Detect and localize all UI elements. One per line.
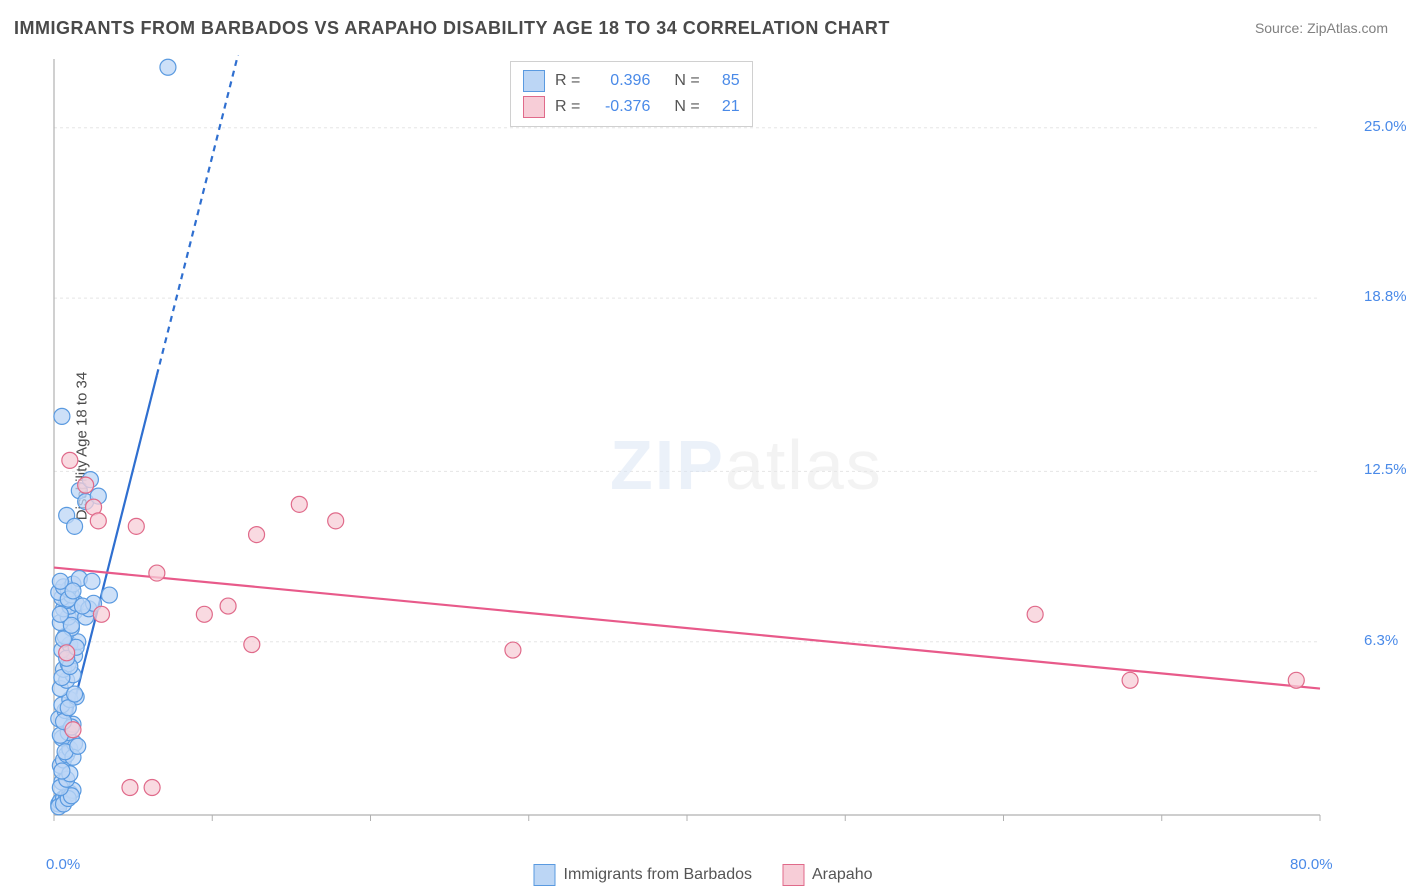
- r-label: R =: [555, 98, 580, 116]
- legend-item: Arapaho: [782, 864, 873, 886]
- legend-label: Arapaho: [812, 866, 873, 884]
- n-label: N =: [674, 98, 699, 116]
- source-link[interactable]: ZipAtlas.com: [1307, 20, 1388, 36]
- chart-title: IMMIGRANTS FROM BARBADOS VS ARAPAHO DISA…: [14, 18, 890, 39]
- n-label: N =: [674, 72, 699, 90]
- n-value: 21: [710, 98, 740, 116]
- y-tick-label: 18.8%: [1364, 288, 1406, 305]
- y-tick-label: 6.3%: [1364, 632, 1398, 649]
- x-tick-label: 80.0%: [1290, 856, 1333, 873]
- y-tick-label: 12.5%: [1364, 461, 1406, 478]
- legend-swatch: [523, 96, 545, 118]
- legend-swatch: [782, 864, 804, 886]
- r-value: -0.376: [590, 98, 650, 116]
- legend-swatch: [523, 70, 545, 92]
- n-value: 85: [710, 72, 740, 90]
- series-legend: Immigrants from Barbados Arapaho: [533, 864, 872, 886]
- r-value: 0.396: [590, 72, 650, 90]
- x-tick-label: 0.0%: [46, 856, 80, 873]
- legend-swatch: [533, 864, 555, 886]
- r-label: R =: [555, 72, 580, 90]
- stats-legend-row: R = 0.396 N = 85: [523, 68, 740, 94]
- chart-svg: [50, 55, 1380, 845]
- chart-plot-area: ZIPatlas R =0.396N =85R =-0.376N =21 6.3…: [50, 55, 1380, 845]
- source-attribution: Source: ZipAtlas.com: [1255, 20, 1388, 36]
- legend-item: Immigrants from Barbados: [533, 864, 752, 886]
- y-tick-label: 25.0%: [1364, 118, 1406, 135]
- stats-legend-row: R = -0.376 N = 21: [523, 94, 740, 120]
- source-label: Source:: [1255, 20, 1307, 36]
- stats-legend: R = 0.396 N = 85 R = -0.376 N = 21: [510, 61, 753, 127]
- legend-label: Immigrants from Barbados: [563, 866, 752, 884]
